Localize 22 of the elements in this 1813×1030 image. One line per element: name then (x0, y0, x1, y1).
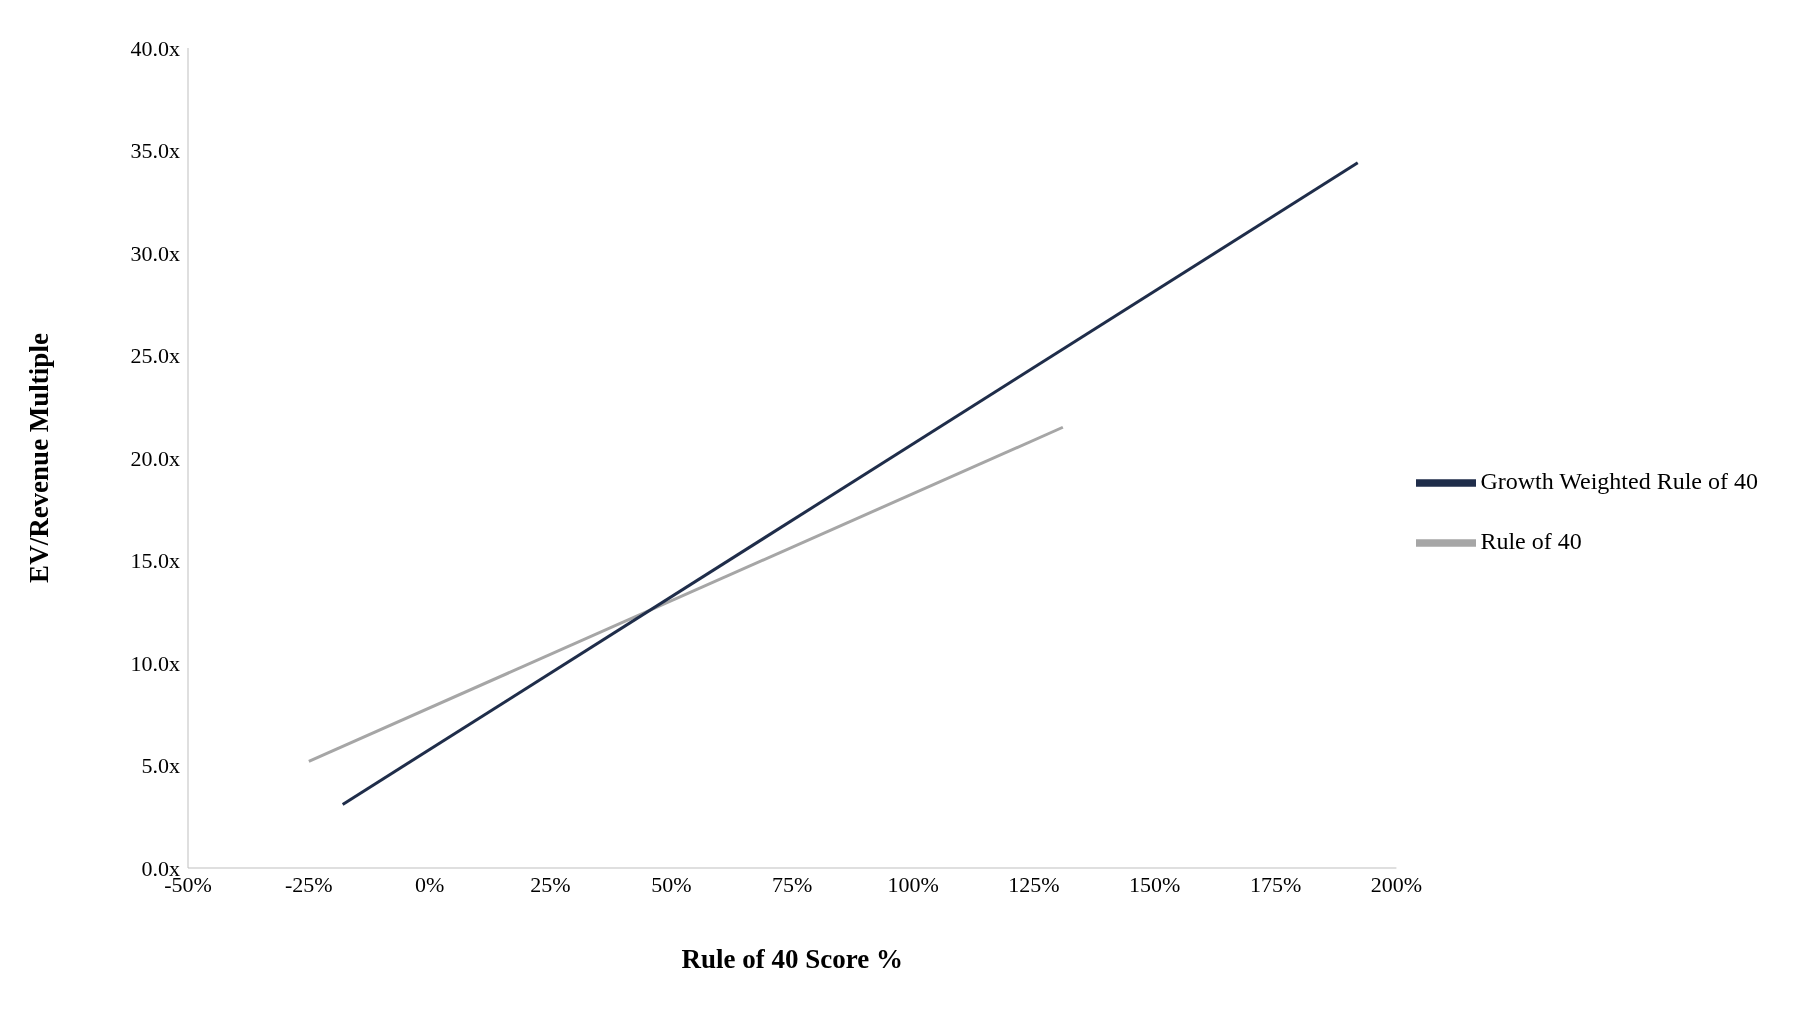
x-tick-label: 50% (651, 871, 692, 897)
legend-label: Rule of 40 (1480, 527, 1582, 554)
x-tick-label: 25% (530, 871, 571, 897)
y-tick-label: 30.0x (130, 240, 180, 266)
x-tick-label: 100% (887, 871, 939, 897)
y-tick-label: 25.0x (130, 343, 180, 369)
x-tick-label: 200% (1370, 871, 1423, 897)
x-axis-title: Rule of 40 Score % (681, 944, 903, 974)
y-tick-label: 40.0x (130, 35, 180, 61)
x-tick-label: 150% (1129, 871, 1181, 897)
legend-label: Growth Weighted Rule of 40 (1480, 467, 1758, 494)
x-tick-label: 175% (1249, 871, 1302, 897)
y-tick-label: 35.0x (130, 138, 180, 164)
y-tick-label: 15.0x (130, 548, 180, 574)
y-axis-title: EV/Revenue Multiple (23, 333, 54, 583)
x-tick-label: -25% (285, 871, 333, 897)
x-tick-label: 75% (772, 871, 813, 897)
x-tick-label: 125% (1008, 871, 1060, 897)
x-tick-label: 0% (415, 871, 445, 897)
y-tick-label: 10.0x (130, 650, 180, 676)
y-tick-label: 5.0x (141, 753, 180, 779)
y-tick-label: 20.0x (130, 445, 180, 471)
